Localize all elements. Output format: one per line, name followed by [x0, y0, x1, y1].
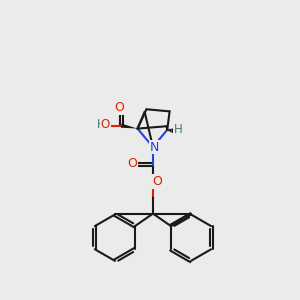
Text: N: N: [149, 140, 159, 154]
Text: O: O: [152, 175, 162, 188]
Text: H: H: [174, 123, 183, 136]
Polygon shape: [121, 124, 137, 129]
Text: O: O: [101, 118, 110, 131]
Text: O: O: [128, 157, 137, 170]
Text: H: H: [97, 118, 106, 131]
Text: O: O: [114, 101, 124, 114]
